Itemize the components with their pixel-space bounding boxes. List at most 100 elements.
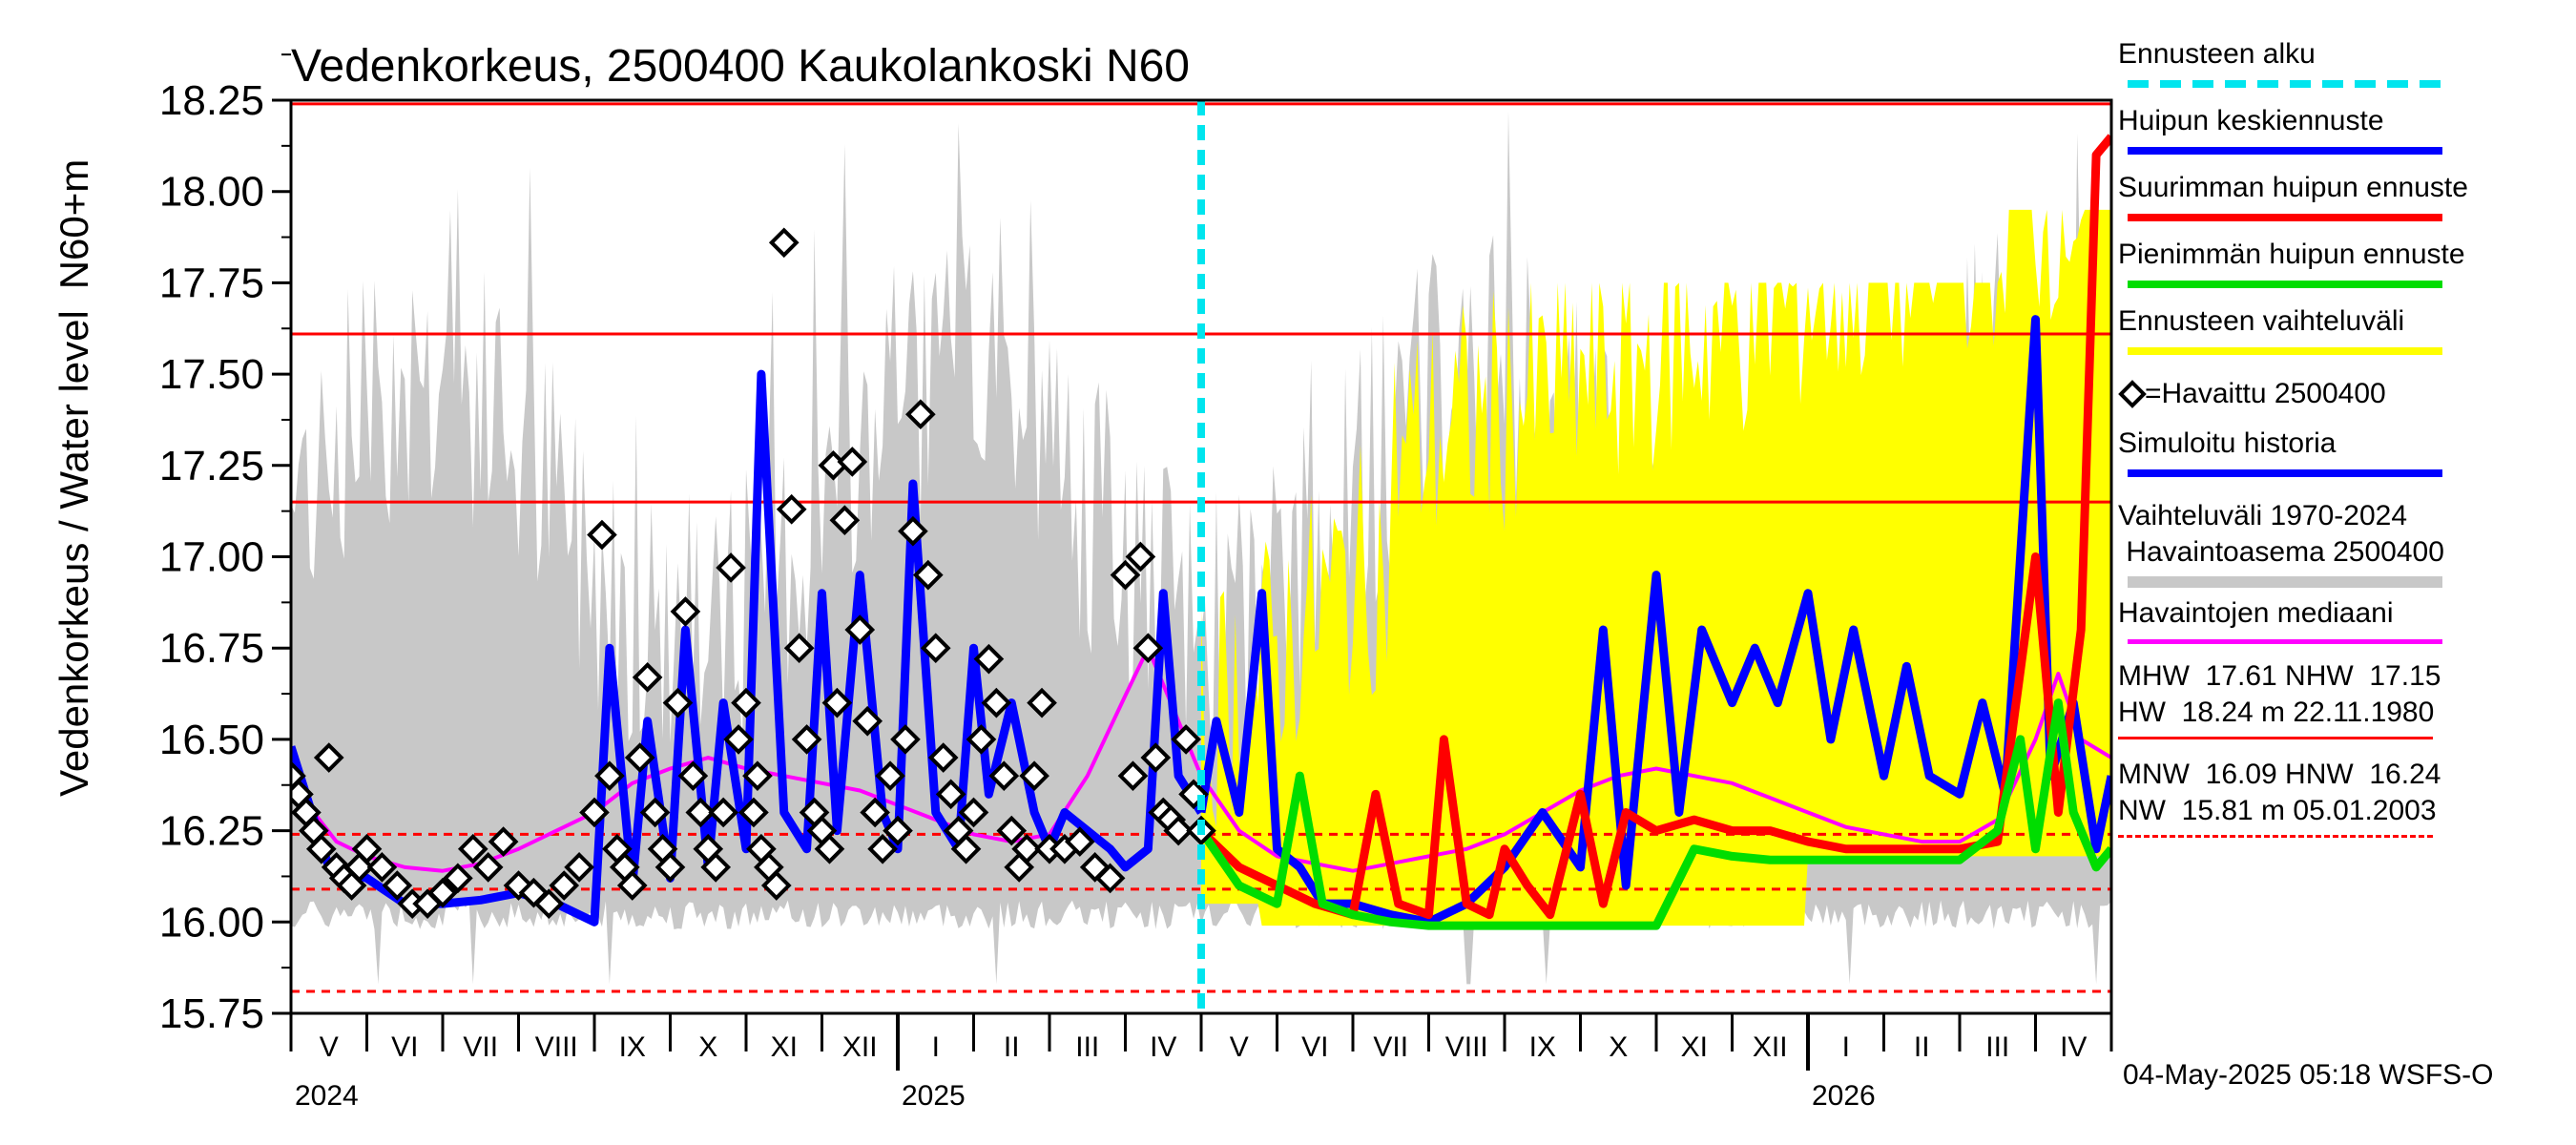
y-axis-label-inner: N60+m — [52, 159, 96, 290]
legend-min-forecast: Pienimmän huipun ennuste — [2118, 239, 2566, 305]
legend-observed: =Havaittu 2500400 — [2118, 372, 2566, 427]
x-month-label: XI — [771, 1031, 798, 1063]
observed-point — [1163, 815, 1194, 846]
legend-swatch-max-forecast — [2128, 214, 2442, 221]
legend-median: Havaintojen mediaani — [2118, 597, 2566, 658]
observed-point — [890, 724, 921, 755]
observed-point — [564, 852, 594, 883]
observed-point — [654, 852, 686, 883]
x-month-label: X — [1609, 1031, 1628, 1063]
observed-point — [852, 705, 883, 737]
x-month-label: VII — [463, 1031, 498, 1063]
stats-row-nw: NW 15.81 m 05.01.2003 — [2118, 795, 2437, 826]
diamond-icon — [2118, 380, 2147, 408]
observed-point — [760, 870, 792, 901]
observed-point — [533, 888, 565, 919]
stats-row-hw: HW 18.24 m 22.11.1980 — [2118, 697, 2435, 728]
observed-point — [973, 643, 1005, 675]
x-month-label: VI — [1301, 1031, 1328, 1063]
x-month-label: VIII — [535, 1031, 578, 1063]
observed-point — [791, 724, 822, 755]
observed-point — [837, 447, 868, 477]
observed-point — [867, 833, 898, 864]
y-tick-label: 15.75 — [159, 990, 264, 1037]
observed-point — [639, 797, 671, 828]
observed-point — [427, 877, 458, 908]
x-month-label: VIII — [1445, 1031, 1488, 1063]
observed-point — [632, 661, 663, 693]
observed-point — [305, 833, 337, 864]
observed-point — [472, 852, 504, 883]
footer-timestamp: 04-May-2025 05:18 WSFS-O — [2123, 1059, 2494, 1091]
legend-swatch-forecast-range — [2128, 347, 2442, 355]
observed-point — [898, 515, 928, 547]
y-tick-label: 16.50 — [159, 717, 264, 763]
x-month-label: IV — [1150, 1031, 1176, 1063]
observed-point — [829, 505, 861, 536]
legend: Ennusteen alku Huipun keskiennuste Suuri… — [2118, 38, 2566, 838]
observed-point — [1027, 687, 1057, 718]
observed-point — [981, 687, 1012, 718]
observed-point — [700, 852, 732, 883]
plot-frame — [289, 98, 2113, 1015]
observed-point — [716, 552, 746, 583]
y-axis-label-outer: Vedenkorkeus / Water level — [52, 310, 96, 797]
legend-swatch-history-range — [2128, 576, 2442, 588]
observed-point — [1019, 760, 1049, 792]
observed-point — [708, 797, 738, 828]
observed-point — [670, 596, 701, 627]
x-month-label: III — [1075, 1031, 1099, 1063]
observed-point — [579, 797, 610, 828]
x-month-label: II — [1914, 1031, 1930, 1063]
legend-swatch-forecast-start — [2128, 80, 2442, 88]
observed-point — [1094, 863, 1126, 894]
observed-point — [860, 797, 890, 828]
observed-point — [723, 724, 754, 755]
observed-point — [875, 760, 905, 792]
observed-point — [549, 870, 580, 901]
observed-point — [844, 614, 876, 645]
legend-history-range: Vaihteluväli 1970-2024 Havaintoasema 250… — [2118, 494, 2566, 597]
observed-point — [677, 760, 709, 792]
observed-point — [366, 852, 398, 883]
y-tick-label: 16.00 — [159, 899, 264, 946]
observed-point — [587, 519, 617, 551]
x-month-label: VII — [1373, 1031, 1408, 1063]
observed-point — [351, 833, 383, 864]
observed-point — [291, 760, 306, 792]
x-month-label: I — [932, 1031, 940, 1063]
legend-swatch-min-forecast — [2128, 281, 2442, 288]
observed-point — [382, 870, 413, 901]
y-tick-label: 18.25 — [159, 77, 264, 124]
legend-swatch-median — [2128, 639, 2442, 644]
x-month-label: X — [698, 1031, 717, 1063]
x-year-label: 2026 — [1812, 1080, 1876, 1112]
observed-point — [966, 724, 997, 755]
legend-swatch-simulated — [2128, 469, 2442, 477]
observed-point — [443, 863, 473, 894]
y-tick-label: 18.00 — [159, 169, 264, 216]
observed-point — [738, 797, 769, 828]
observed-point — [616, 870, 648, 901]
y-tick-label: 16.25 — [159, 808, 264, 855]
x-month-label: V — [320, 1031, 339, 1063]
x-month-label: XI — [1681, 1031, 1708, 1063]
observed-point — [912, 559, 944, 591]
observed-point — [1171, 724, 1201, 755]
observed-point — [1011, 833, 1042, 864]
observed-point — [662, 687, 694, 718]
observed-point — [996, 815, 1028, 846]
observed-point — [920, 633, 951, 664]
observed-point — [768, 227, 800, 259]
chart-title: Vedenkorkeus, 2500400 Kaukolankoski N60 — [291, 41, 1190, 92]
observed-point — [935, 779, 966, 810]
observed-point — [950, 833, 982, 864]
x-month-label: III — [1985, 1031, 2009, 1063]
observed-point — [685, 797, 717, 828]
x-month-label: V — [1230, 1031, 1249, 1063]
x-year-label: 2024 — [295, 1080, 359, 1112]
stats-nw-line — [2118, 835, 2433, 838]
observed-point — [883, 815, 913, 846]
stats-row-mnw: MNW 16.09 HNW 16.24 — [2118, 759, 2441, 790]
